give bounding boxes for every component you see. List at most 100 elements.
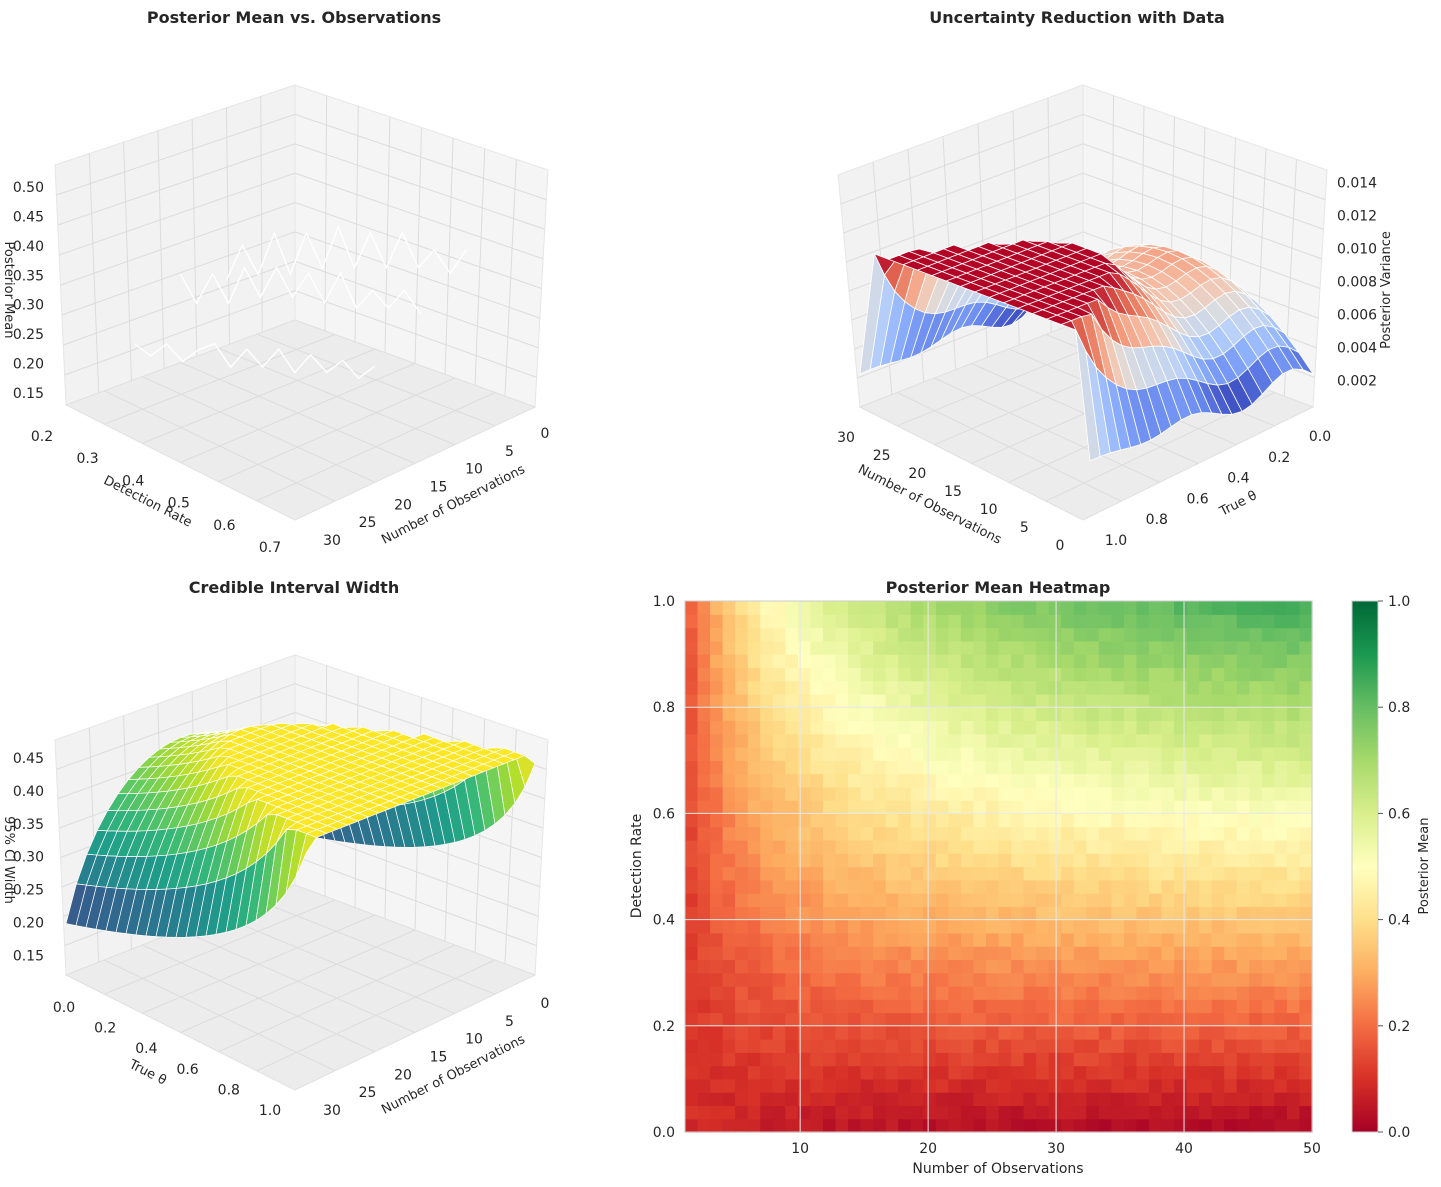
heatmap-cell: [1236, 866, 1250, 881]
heatmap-cell: [973, 693, 987, 708]
heatmap-cell: [722, 946, 736, 961]
heatmap-cell: [885, 1105, 899, 1120]
x-tick-label: 5: [1020, 520, 1029, 536]
heatmap-cell: [722, 1078, 736, 1093]
heatmap-cell: [1036, 946, 1050, 961]
heatmap-cell: [1299, 972, 1313, 987]
heatmap-cell: [810, 640, 824, 655]
heatmap-cell: [1249, 1118, 1263, 1133]
z-tick-label: 0.35: [13, 268, 44, 284]
heatmap-cell: [998, 1012, 1012, 1027]
heatmap-cell: [935, 693, 949, 708]
heatmap-cell: [772, 972, 786, 987]
heatmap-cell: [747, 1025, 761, 1040]
x-tick-label: 30: [1047, 1141, 1065, 1157]
heatmap-cell: [848, 747, 862, 761]
heatmap-cell: [1073, 1078, 1087, 1093]
heatmap-cell: [935, 946, 949, 961]
heatmap-cell: [935, 760, 949, 775]
heatmap-cell: [1098, 680, 1112, 695]
heatmap-cell: [747, 906, 761, 921]
heatmap-cell: [1236, 786, 1250, 801]
heatmap-cell: [1186, 654, 1200, 668]
heatmap-cell: [948, 601, 962, 615]
heatmap-cell: [1061, 720, 1075, 735]
heatmap-cell: [785, 999, 799, 1014]
heatmap-cell: [1073, 1065, 1087, 1080]
heatmap-cell: [923, 747, 937, 761]
heatmap-cell: [848, 839, 862, 854]
heatmap-cell: [998, 1039, 1012, 1053]
heatmap-cell: [960, 1025, 975, 1040]
heatmap-cell: [860, 747, 874, 761]
heatmap-cell: [898, 1025, 912, 1040]
heatmap-cell: [1036, 1052, 1050, 1067]
heatmap-cell: [898, 972, 912, 987]
heatmap-cell: [898, 959, 912, 974]
heatmap-cell: [1111, 813, 1125, 828]
heatmap-cell: [1261, 946, 1275, 961]
heatmap-cell: [860, 720, 874, 735]
heatmap-cell: [948, 879, 962, 894]
heatmap-cell: [935, 614, 949, 629]
heatmap-cell: [1136, 680, 1150, 695]
z-tick-label: 0.010: [1337, 241, 1377, 257]
heatmap-cell: [1286, 1118, 1301, 1133]
heatmap-cell: [1211, 893, 1225, 907]
heatmap-cell: [1136, 879, 1150, 894]
heatmap-cell: [1286, 866, 1301, 881]
heatmap-cell: [873, 1118, 887, 1133]
heatmap-cell: [885, 893, 899, 907]
heatmap-cell: [873, 733, 887, 748]
x-tick-label: 15: [944, 484, 962, 500]
heatmap-cell: [1199, 747, 1213, 761]
heatmap-cell: [1249, 720, 1263, 735]
heatmap-cell: [1111, 999, 1125, 1014]
heatmap-cell: [1199, 627, 1213, 642]
heatmap-cell: [1073, 999, 1087, 1014]
heatmap-cell: [848, 959, 862, 974]
heatmap-cell: [1036, 720, 1050, 735]
heatmap-cell: [1123, 786, 1138, 801]
heatmap-cell: [1299, 667, 1313, 682]
heatmap-cell: [1211, 1012, 1225, 1027]
heatmap-cell: [1186, 839, 1200, 854]
heatmap-cell: [822, 1105, 837, 1120]
heatmap-cell: [998, 853, 1012, 868]
heatmap-cell: [747, 1052, 761, 1067]
heatmap-cell: [835, 1118, 849, 1133]
heatmap-cell: [973, 946, 987, 961]
heatmap-cell: [1286, 893, 1301, 907]
heatmap-cell: [1286, 1052, 1301, 1067]
heatmap-cell: [785, 800, 799, 814]
heatmap-cell: [948, 959, 962, 974]
heatmap-cell: [985, 972, 1000, 987]
heatmap-cell: [1211, 680, 1225, 695]
heatmap-cell: [697, 693, 711, 708]
heatmap-cell: [998, 919, 1012, 934]
heatmap-cell: [1098, 640, 1112, 655]
heatmap-cell: [1261, 1078, 1275, 1093]
heatmap-cell: [1174, 680, 1188, 695]
heatmap-cell: [1061, 1065, 1075, 1080]
heatmap-cell: [1174, 985, 1188, 1000]
heatmap-cell: [923, 1039, 937, 1053]
z-tick-label: 0.008: [1337, 274, 1377, 290]
heatmap-cell: [1111, 1065, 1125, 1080]
heatmap-cell: [760, 627, 774, 642]
heatmap-cell: [685, 1118, 699, 1133]
heatmap-cell: [722, 999, 736, 1014]
heatmap-cell: [1174, 601, 1188, 615]
heatmap-cell: [935, 813, 949, 828]
heatmap-cell: [697, 707, 711, 722]
heatmap-cell: [685, 879, 699, 894]
heatmap-cell: [873, 985, 887, 1000]
heatmap-cell: [1048, 773, 1062, 788]
heatmap-cell: [810, 747, 824, 761]
heatmap-cell: [1224, 720, 1238, 735]
heatmap-cell: [1086, 893, 1100, 907]
heatmap-cell: [873, 1078, 887, 1093]
heatmap-cell: [1048, 826, 1062, 841]
heatmap-cell: [1123, 959, 1138, 974]
